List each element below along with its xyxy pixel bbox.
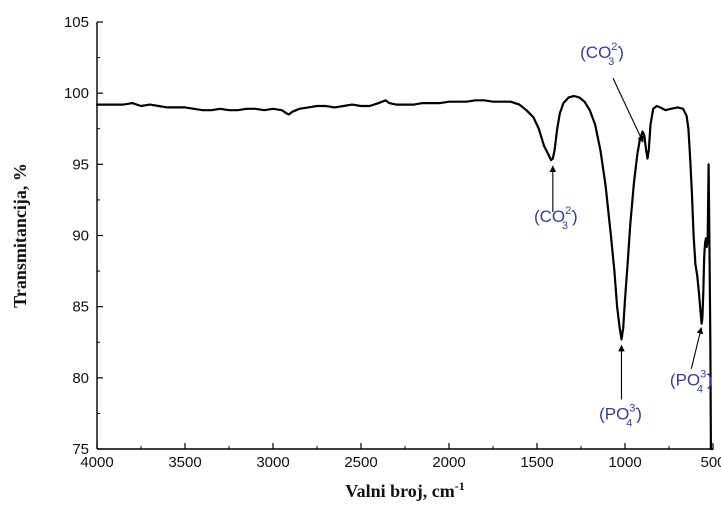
peak-label: (CO2- 3) [580, 41, 624, 68]
peak-label-sup: 3- [629, 402, 639, 414]
peak-label-sub: 4 [697, 384, 703, 396]
peak-label-sub: 3 [562, 220, 568, 232]
y-tick-label: 95 [72, 156, 89, 173]
peak-label-text: (CO [534, 207, 565, 226]
peak-label-sup: 2- [565, 205, 575, 217]
x-axis-title: Valni broj, cm-1 [345, 479, 465, 501]
x-tick-label: 500 [700, 454, 721, 471]
y-tick-label: 105 [64, 14, 89, 31]
axes [96, 22, 713, 450]
x-tick-label: 1000 [608, 454, 641, 471]
peak-label-sup: 3- [700, 369, 710, 381]
annotation-arrow [690, 327, 704, 369]
x-tick-label: 3500 [168, 454, 201, 471]
peak-label-close: ) [572, 207, 578, 226]
x-axis-title-text: Valni broj, cm [345, 481, 455, 501]
x-tick-label: 2500 [344, 454, 377, 471]
peak-label-sup: 2- [611, 41, 621, 53]
peak-label-text: (PO [599, 404, 629, 423]
y-axis-title: Transmitancija, % [10, 163, 30, 308]
y-tick-label: 85 [72, 299, 89, 316]
peak-label-sub: 3 [608, 56, 614, 68]
y-ticks: 75 80 85 90 95 100 105 [64, 14, 103, 458]
annotation-arrow [612, 77, 644, 143]
peak-label: (CO2- 3) [534, 205, 578, 232]
peak-label-close: ) [636, 404, 642, 423]
peak-label: (PO3- 4) [670, 369, 713, 396]
x-ticks: 4000 3500 3000 2500 2000 1500 1000 500 [80, 443, 721, 471]
y-tick-label: 100 [64, 85, 89, 102]
peak-label-text: (PO [670, 371, 700, 390]
y-tick-label: 75 [72, 441, 89, 458]
peak-label-close: ) [707, 371, 713, 390]
x-tick-label: 3000 [256, 454, 289, 471]
peak-label-sub: 4 [626, 417, 632, 429]
peak-annotations: (CO2-3)(CO2-3)(PO3-4)(PO3-4) [534, 41, 713, 429]
peak-label: (PO3- 4) [599, 402, 642, 429]
peak-label-close: ) [618, 43, 624, 62]
x-tick-label: 1500 [520, 454, 553, 471]
x-axis-title-sup: -1 [455, 479, 465, 493]
y-tick-label: 80 [72, 370, 89, 387]
x-tick-label: 4000 [80, 454, 113, 471]
y-tick-label: 90 [72, 228, 89, 245]
x-tick-label: 2000 [432, 454, 465, 471]
spectrum-line [95, 94, 714, 451]
peak-label-text: (CO [580, 43, 611, 62]
